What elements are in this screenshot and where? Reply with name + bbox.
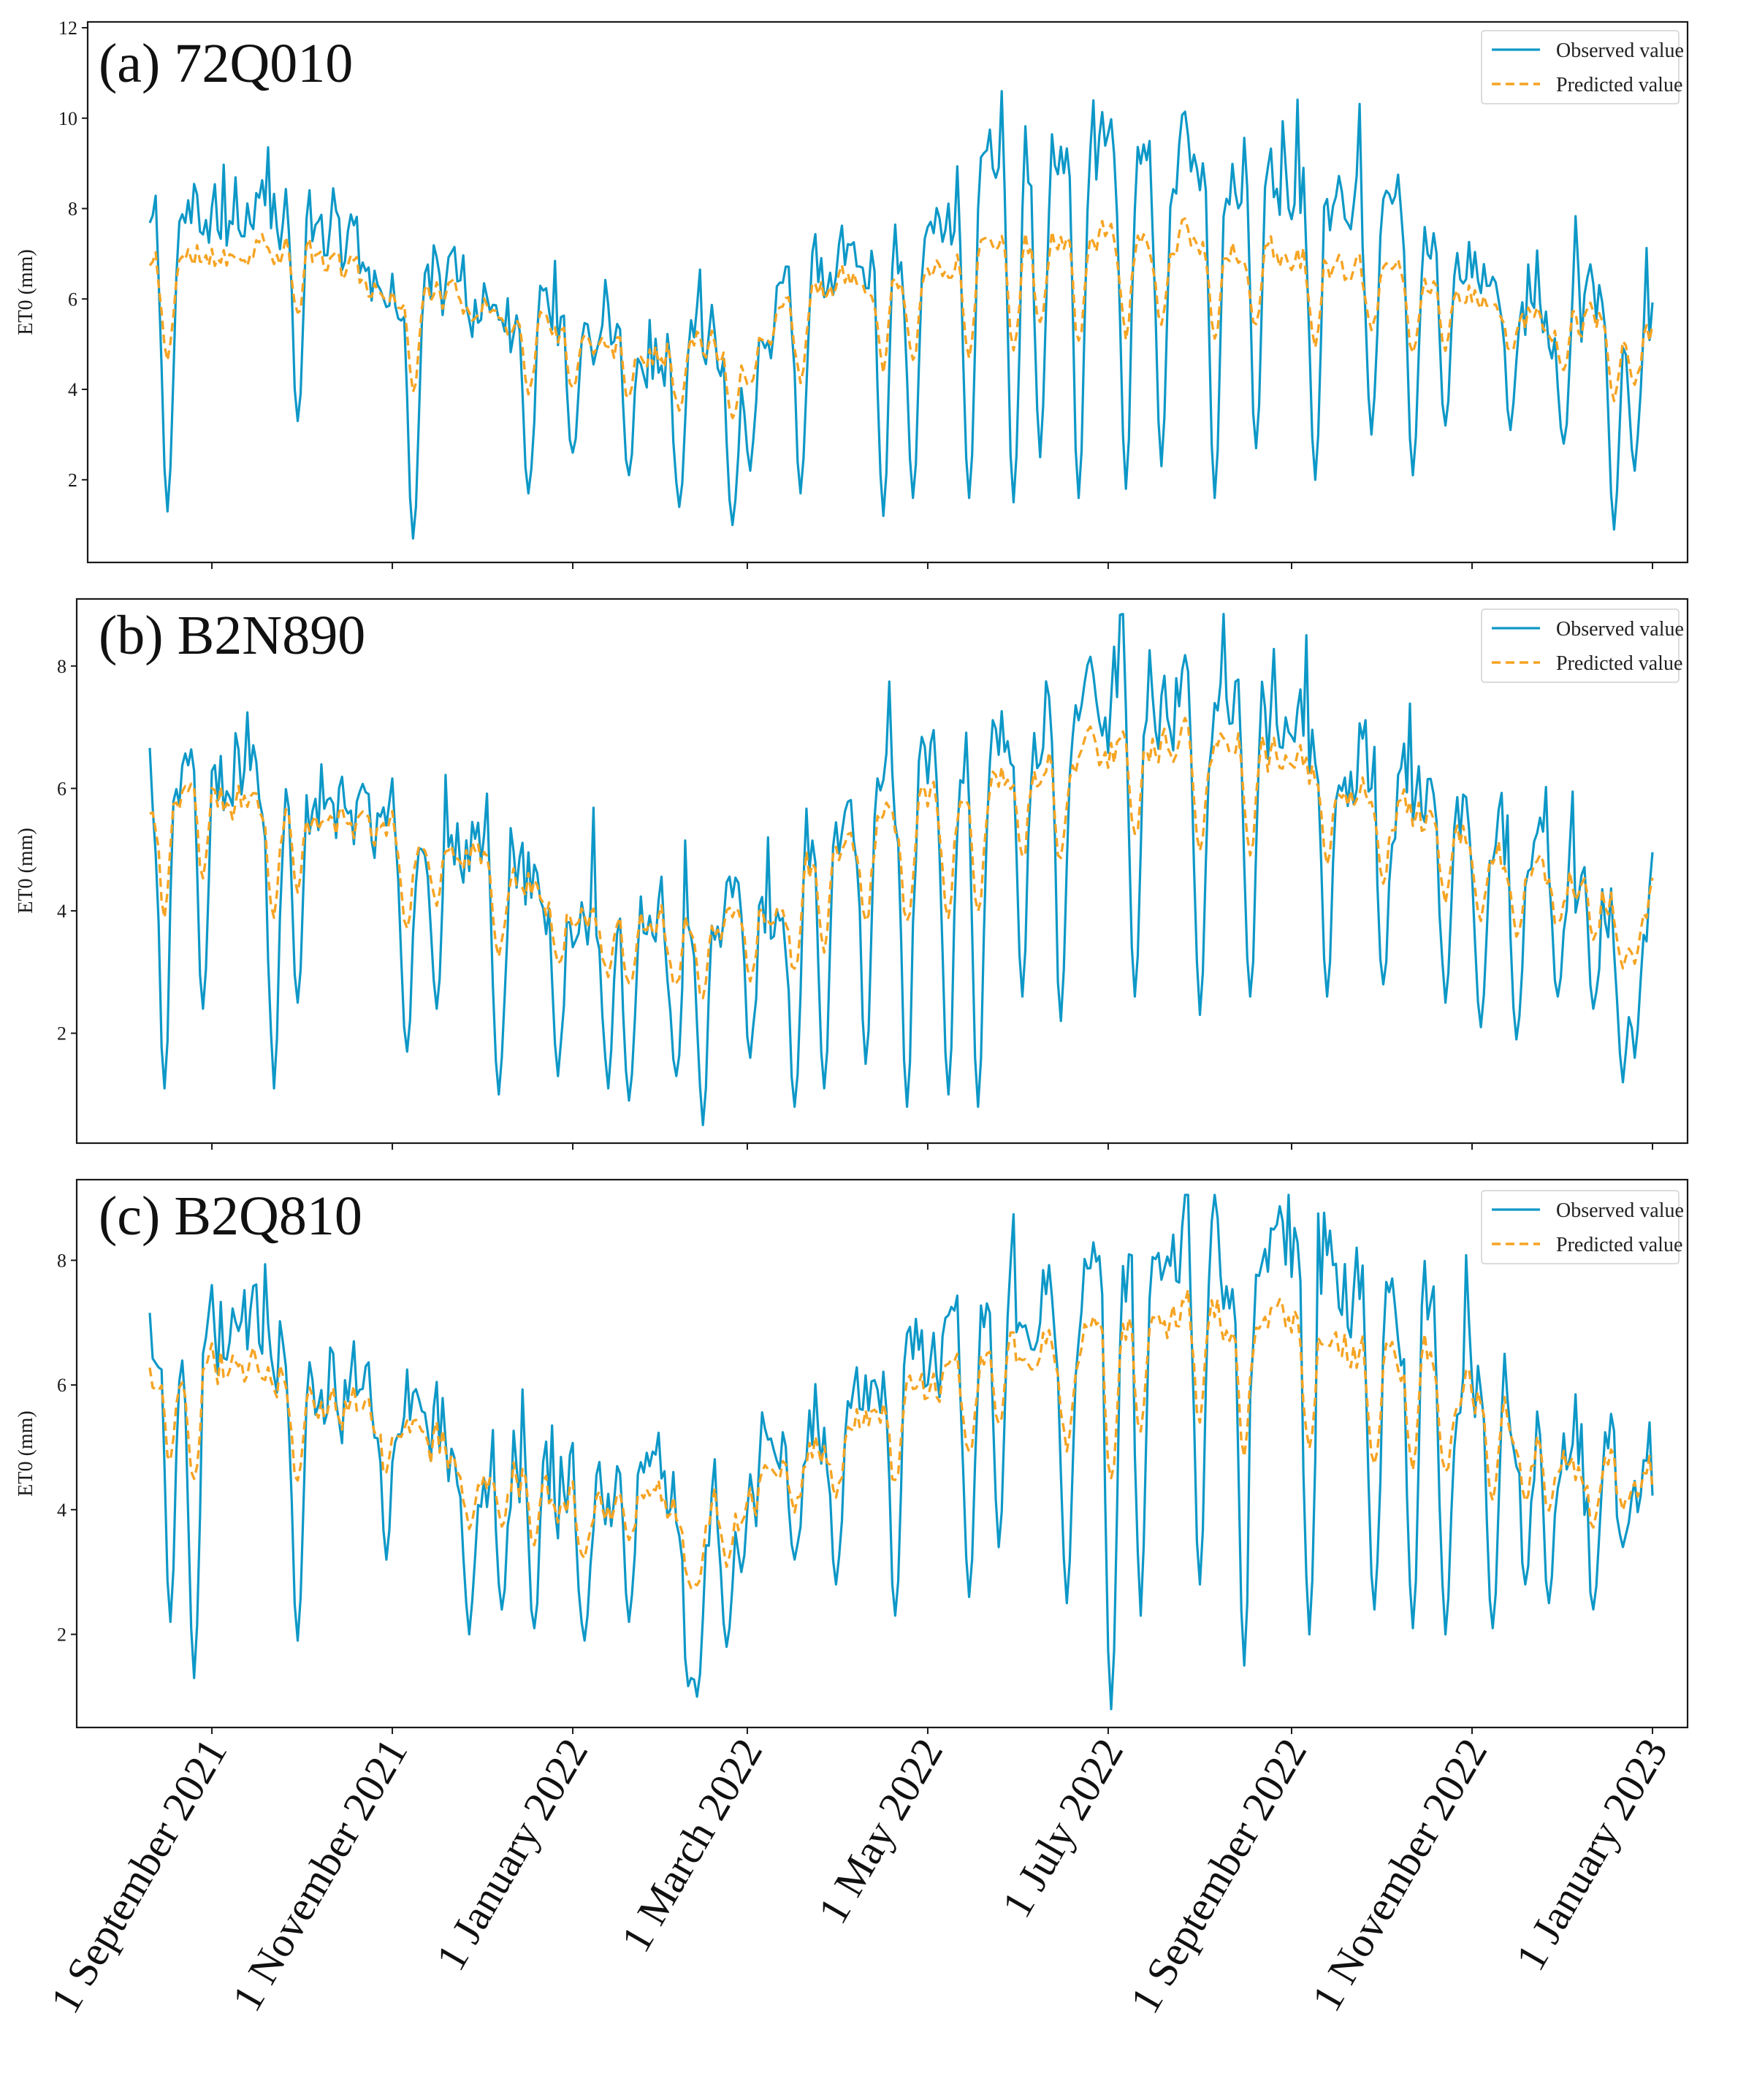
x-tick-label: 1 September 2022 [1121,1730,1316,2021]
panel-c-legend: Observed value Predicted value [1481,1190,1684,1264]
panel-a-y-ticks: 2 4 6 8 10 12 [58,18,88,491]
panel-b-x-ticks [211,1143,1653,1150]
y-tick-label: 6 [57,1375,66,1396]
panel-c-frame [75,1178,1689,1729]
x-tick-label: 1 November 2021 [223,1730,417,2019]
panel-a-ylabel: ET0 (mm) [15,249,37,335]
x-tick-label: 1 January 2022 [427,1730,597,1978]
panel-c-legend-observed: Observed value [1556,1199,1684,1222]
y-tick-label: 4 [57,901,66,922]
x-tick-label: 1 November 2022 [1303,1730,1497,2019]
panel-a-legend-observed: Observed value [1556,39,1684,62]
panel-c-x-ticks [211,1727,1653,1734]
panel-b-predicted-line [149,717,1654,1000]
panel-c-observed-line [148,1194,1654,1711]
panel-a-predicted-line [148,217,1654,419]
panel-c-title: (c) B2Q810 [99,1185,362,1247]
y-tick-label: 2 [57,1624,66,1646]
panel-c: 2 4 6 8 (c) B2Q810 ET0 (mm) Observed value … [15,1178,1689,1734]
panel-c-y-ticks: 2 4 6 8 [57,1250,77,1646]
panel-a-frame [86,20,1689,564]
panel-b-frame [75,597,1689,1145]
panel-b-legend-predicted: Predicted value [1556,652,1682,675]
y-tick-label: 4 [68,379,77,400]
y-tick-label: 8 [57,656,66,677]
panel-c-legend-predicted: Predicted value [1556,1234,1682,1256]
y-tick-label: 12 [58,18,77,39]
panel-c-predicted-line [148,1288,1654,1589]
y-tick-label: 8 [68,199,77,220]
panel-a-title: (a) 72Q010 [99,33,353,94]
panel-b-y-ticks: 2 4 6 8 [57,656,77,1045]
panel-a-legend: Observed value Predicted value [1481,30,1684,104]
panel-a-x-ticks [211,562,1653,569]
x-tick-label: 1 September 2021 [41,1730,236,2021]
y-tick-label: 8 [57,1250,66,1271]
x-tick-label: 1 January 2023 [1506,1730,1677,1978]
x-tick-label: 1 May 2022 [809,1730,952,1931]
y-tick-label: 4 [57,1500,66,1521]
panel-b-legend-observed: Observed value [1556,618,1684,641]
y-tick-label: 10 [58,108,77,129]
y-tick-label: 6 [68,289,77,310]
panel-a-legend-predicted: Predicted value [1556,74,1682,96]
panel-a-observed-line [148,90,1654,540]
panel-b-legend: Observed value Predicted value [1481,608,1684,683]
panel-c-ylabel: ET0 (mm) [15,1410,37,1496]
y-tick-label: 6 [57,778,66,799]
x-tick-label: 1 March 2022 [611,1730,771,1960]
panel-a: 2 4 6 8 10 12 (a) 72Q010 ET0 (mm) Observed va… [15,18,1689,569]
y-tick-label: 2 [57,1023,66,1045]
x-tick-label: 1 July 2022 [993,1730,1133,1925]
y-tick-label: 2 [68,470,77,491]
panel-b-observed-line [148,613,1654,1126]
panel-b-ylabel: ET0 (mm) [15,828,37,913]
panel-b-title: (b) B2N890 [99,605,365,666]
panel-b: 2 4 6 8 (b) B2N890 ET0 (mm) Observed value … [15,597,1689,1150]
